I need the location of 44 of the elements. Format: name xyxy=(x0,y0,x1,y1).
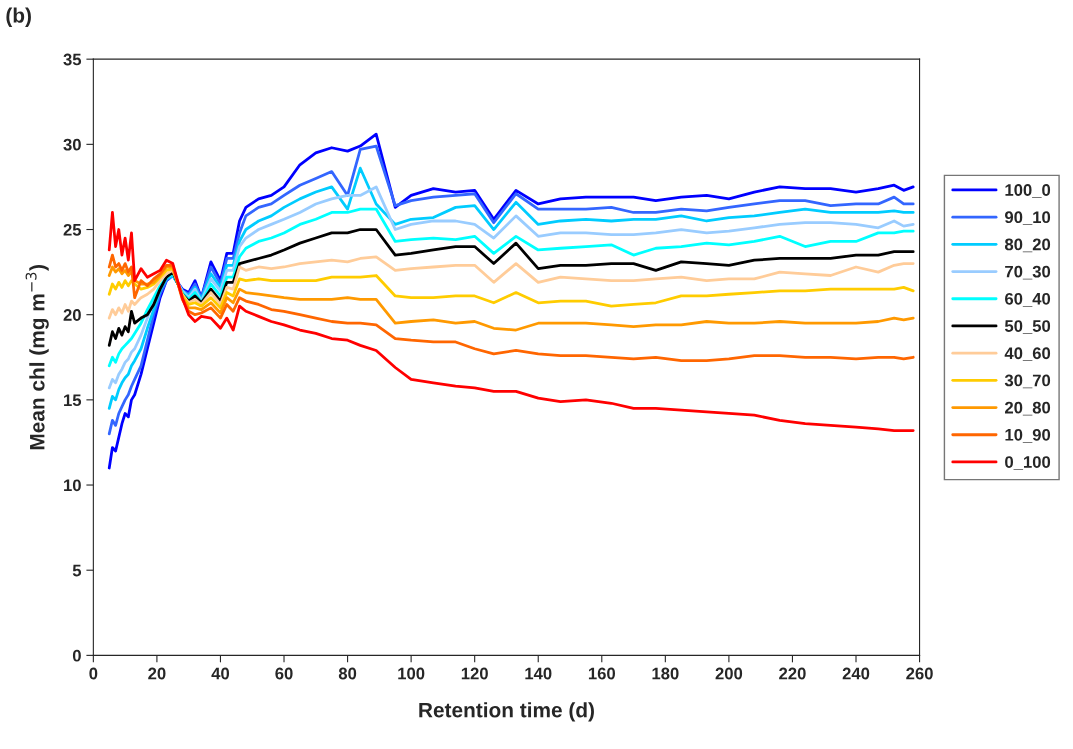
legend-label: 20_80 xyxy=(1005,401,1051,416)
line-series xyxy=(107,267,915,310)
y-tick-label: 15 xyxy=(64,394,82,407)
x-tick-label: 200 xyxy=(715,667,743,680)
line-series xyxy=(107,185,915,390)
legend-label: 30_70 xyxy=(1004,374,1051,389)
x-tick-label: 240 xyxy=(842,667,870,680)
legend-label: 60_40 xyxy=(1005,292,1051,307)
line-series xyxy=(107,255,915,320)
y-tick-label: 20 xyxy=(63,309,81,321)
legend-label: 70_30 xyxy=(1005,265,1051,280)
line-series xyxy=(107,228,915,347)
y-tick-label: 30 xyxy=(63,138,81,151)
legend-label: 50_50 xyxy=(1004,320,1051,334)
y-tick-label: 10 xyxy=(64,479,81,492)
y-axis-title: Mean chl (mg m$^{−3}$) xyxy=(25,265,49,450)
x-tick-label: 260 xyxy=(906,667,933,680)
x-tick-label: 40 xyxy=(211,667,230,680)
legend-label: 100_0 xyxy=(1005,184,1051,198)
x-tick-label: 140 xyxy=(525,667,552,680)
y-tick-label: 0 xyxy=(72,649,81,662)
legend-label: 80_20 xyxy=(1004,238,1051,253)
line-series xyxy=(107,207,915,368)
x-tick-label: 60 xyxy=(275,667,293,680)
x-tick-label: 0 xyxy=(89,667,98,680)
x-tick-label: 100 xyxy=(398,667,425,680)
y-tick-label: 25 xyxy=(63,223,82,236)
x-tick-label: 160 xyxy=(588,667,616,680)
y-tick-label: 35 xyxy=(63,53,82,66)
legend-label: 0_100 xyxy=(1005,456,1051,470)
legend-label: 40_60 xyxy=(1004,347,1051,362)
x-tick-label: 220 xyxy=(779,667,806,680)
line-series xyxy=(107,265,915,332)
legend-label: 90_10 xyxy=(1005,211,1051,225)
x-tick-label: 80 xyxy=(338,667,357,680)
x-tick-label: 180 xyxy=(652,667,679,680)
y-tick-label: 5 xyxy=(72,564,82,577)
x-tick-label: 120 xyxy=(461,667,488,680)
x-tick-label: 20 xyxy=(148,667,166,680)
line-series xyxy=(107,253,915,363)
x-axis-title: Retention time (d) xyxy=(419,702,594,722)
legend-label: 10_90 xyxy=(1005,428,1051,443)
chart-title: (b) xyxy=(6,7,31,27)
line-series xyxy=(107,211,915,432)
